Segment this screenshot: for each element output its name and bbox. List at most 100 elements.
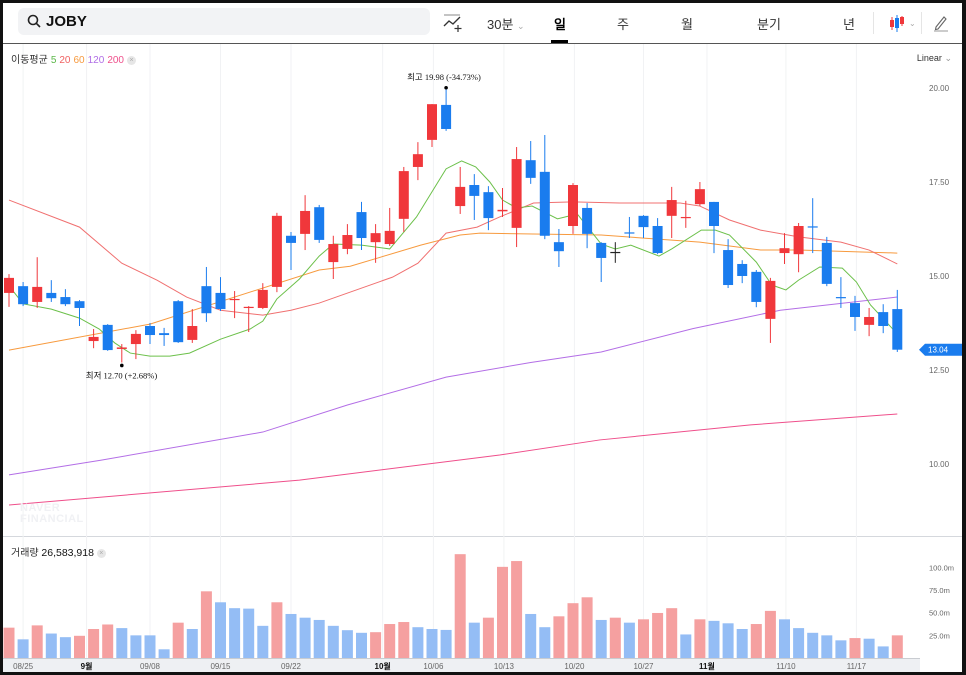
candle[interactable] <box>807 198 818 254</box>
tab-month[interactable]: 월 <box>681 17 693 32</box>
candle[interactable] <box>18 282 29 307</box>
candle[interactable] <box>652 218 663 255</box>
candle[interactable] <box>187 309 198 343</box>
candle-body <box>864 316 875 325</box>
candle[interactable] <box>257 283 268 310</box>
candle[interactable] <box>497 188 508 217</box>
candle[interactable] <box>864 307 875 337</box>
volume-bar <box>764 610 776 658</box>
scale-mode-dropdown[interactable]: Linear ⌄ <box>917 53 952 64</box>
candle[interactable] <box>398 166 409 233</box>
candle[interactable] <box>694 182 705 207</box>
candle[interactable] <box>427 104 437 148</box>
candle[interactable] <box>32 257 43 308</box>
interval-dropdown[interactable]: 30분 ⌄ <box>487 14 525 33</box>
candle[interactable] <box>765 277 776 343</box>
tab-quarter[interactable]: 분기 <box>757 17 781 32</box>
candle-body <box>257 289 268 308</box>
candle-body <box>427 104 437 140</box>
volume-bar <box>74 635 85 658</box>
candle[interactable] <box>793 222 804 273</box>
volume-bar <box>356 632 367 658</box>
ma200-label[interactable]: 200 <box>107 55 124 66</box>
candle[interactable] <box>779 233 790 264</box>
candle[interactable] <box>610 242 621 263</box>
candle[interactable] <box>116 344 127 363</box>
candle[interactable] <box>539 135 550 240</box>
ma60-label[interactable]: 60 <box>73 55 85 66</box>
candle[interactable] <box>850 295 860 331</box>
candle[interactable] <box>159 327 170 346</box>
candle[interactable] <box>286 232 296 270</box>
candle[interactable] <box>229 291 240 319</box>
candle[interactable] <box>441 88 452 131</box>
candle-type-icon[interactable]: ⌄ <box>889 14 917 34</box>
candle[interactable] <box>737 260 748 284</box>
tab-day[interactable]: 일 <box>554 17 566 32</box>
search-input[interactable]: JOBY <box>18 8 430 35</box>
pencil-icon[interactable] <box>933 14 949 32</box>
indicator-add-icon[interactable] <box>443 13 463 33</box>
candle[interactable] <box>342 224 353 255</box>
candle[interactable] <box>455 166 466 214</box>
chart-canvas[interactable]: 최고 19.98 (-34.73%) 최저 12.70 (+2.68%) 20.00… <box>3 3 962 672</box>
candle[interactable] <box>130 330 141 360</box>
ma20-label[interactable]: 20 <box>59 55 71 66</box>
candle[interactable] <box>300 195 311 251</box>
candle[interactable] <box>680 200 691 228</box>
candle[interactable] <box>483 186 494 231</box>
candle[interactable] <box>243 306 254 333</box>
candle[interactable] <box>60 289 71 307</box>
candle[interactable] <box>74 300 85 327</box>
candle[interactable] <box>568 183 578 234</box>
volume-bar <box>313 619 325 658</box>
candle[interactable] <box>215 277 226 311</box>
candle[interactable] <box>582 203 593 249</box>
ma5-label[interactable]: 5 <box>50 55 57 66</box>
candle[interactable] <box>666 186 677 239</box>
candle[interactable] <box>4 274 14 307</box>
candle[interactable] <box>356 201 367 251</box>
candle[interactable] <box>525 141 536 184</box>
candle[interactable] <box>412 142 423 181</box>
candle[interactable] <box>328 235 339 280</box>
tab-year[interactable]: 년 <box>843 17 855 32</box>
candle[interactable] <box>709 201 719 254</box>
candle-body <box>173 301 184 343</box>
y-tick-label: 17.50 <box>929 178 950 187</box>
candle[interactable] <box>821 236 832 287</box>
candle[interactable] <box>46 280 57 302</box>
candle[interactable] <box>370 224 381 263</box>
close-ma-icon[interactable]: × <box>127 55 136 65</box>
volume-bar <box>116 628 128 658</box>
candle[interactable] <box>384 207 395 246</box>
candle[interactable] <box>511 147 522 248</box>
candle[interactable] <box>638 215 649 239</box>
candle[interactable] <box>892 289 903 352</box>
candle[interactable] <box>314 204 325 243</box>
candle[interactable] <box>173 300 184 343</box>
candle[interactable] <box>596 242 607 283</box>
volume-tick-label: 75.0m <box>929 586 950 595</box>
close-volume-icon[interactable]: × <box>96 548 106 558</box>
candle[interactable] <box>102 324 113 351</box>
candle[interactable] <box>878 304 889 334</box>
volume-bar <box>807 632 819 658</box>
candle[interactable] <box>88 329 99 349</box>
tab-week[interactable]: 주 <box>617 17 629 32</box>
candle[interactable] <box>469 174 480 220</box>
candle[interactable] <box>835 277 846 308</box>
candle[interactable] <box>145 323 155 345</box>
candle[interactable] <box>751 269 762 308</box>
search-value[interactable]: JOBY <box>46 13 87 30</box>
ma120-label[interactable]: 120 <box>87 55 105 66</box>
candle-body <box>271 215 282 287</box>
candle-body <box>835 297 846 299</box>
candle[interactable] <box>723 239 734 289</box>
volume-tick-label: 25.0m <box>929 631 950 640</box>
candle-body <box>229 298 240 301</box>
candle[interactable] <box>553 229 564 267</box>
candle[interactable] <box>201 266 212 322</box>
candle[interactable] <box>624 216 635 239</box>
candle[interactable] <box>271 212 282 293</box>
